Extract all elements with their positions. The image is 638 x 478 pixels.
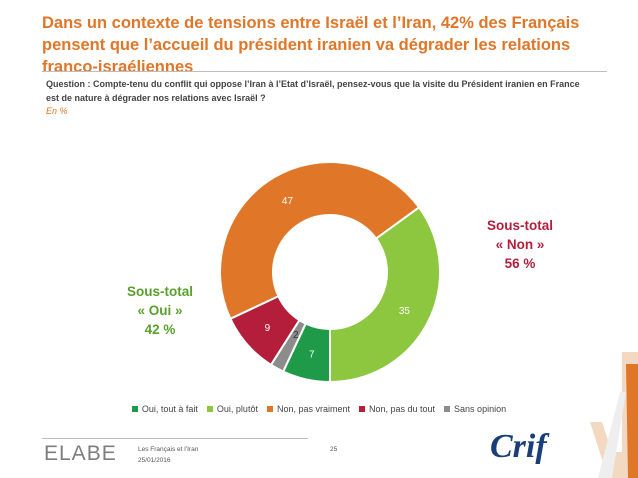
- slice-non-pas-vraiment: [219, 161, 421, 321]
- footer-date: 25/01/2016: [138, 457, 171, 464]
- legend-item-oui-plutot: Oui, plutôt: [206, 404, 258, 414]
- slice-oui-plutot: [329, 205, 441, 384]
- legend-label-oui-plutot: Oui, plutôt: [216, 404, 258, 414]
- subtotal-non-line2: « Non »: [495, 237, 545, 252]
- data-label-non-pas-du-tout: 9: [265, 323, 271, 334]
- subtotal-oui: Sous-total « Oui » 42 %: [100, 282, 220, 339]
- question-text: Question : Compte-tenu du conflit qui op…: [46, 79, 580, 103]
- legend-item-non-pas-du-tout: Non, pas du tout: [359, 404, 435, 414]
- title-divider: [42, 71, 607, 72]
- decorative-a-logo: [590, 352, 638, 478]
- legend-swatch-oui-plutot: [206, 406, 213, 412]
- legend-swatch-oui-tout-a-fait: [131, 406, 138, 412]
- slice-sans-opinion: [269, 318, 308, 373]
- legend-label-sans-opinion: Sans opinion: [454, 404, 507, 414]
- legend-label-oui-tout-a-fait: Oui, tout à fait: [141, 404, 198, 414]
- legend-swatch-non-pas-du-tout: [359, 406, 365, 412]
- legend-label-non-pas-vraiment: Non, pas vraiment: [276, 404, 350, 414]
- elabe-logo: ELABE: [44, 442, 117, 465]
- page-number: 25: [330, 446, 338, 453]
- legend-swatch-non-pas-vraiment: [266, 406, 273, 412]
- chart-legend: Oui, tout à fait Oui, plutôt Non, pas vrai…: [0, 404, 638, 414]
- data-label-non-pas-vraiment: 47: [282, 196, 294, 207]
- subtotal-oui-value: 42 %: [144, 322, 176, 337]
- unit-label: En %: [46, 106, 68, 116]
- subtotal-non-line1: Sous-total: [487, 218, 553, 233]
- footer-study: Les Français et l’Iran: [138, 446, 199, 453]
- footer-info: Les Français et l’Iran 25/01/2016: [138, 444, 198, 466]
- crif-logo: Crif: [490, 428, 547, 465]
- data-label-oui-tout-a-fait: 7: [309, 349, 315, 360]
- legend-label-non-pas-du-tout: Non, pas du tout: [369, 404, 436, 414]
- donut-chart: 7 35 47 9 2: [219, 161, 441, 384]
- data-label-sans-opinion: 2: [293, 330, 299, 341]
- footer-divider: [42, 438, 308, 439]
- data-label-oui-plutot: 35: [399, 306, 411, 317]
- subtotal-non-value: 56 %: [504, 256, 536, 271]
- legend-swatch-sans-opinion: [444, 406, 451, 412]
- subtotal-non: Sous-total « Non » 56 %: [460, 216, 580, 273]
- subtotal-oui-line2: « Oui »: [137, 303, 183, 318]
- legend-item-non-pas-vraiment: Non, pas vraiment: [266, 404, 350, 414]
- legend-item-oui-tout-a-fait: Oui, tout à fait: [131, 404, 198, 414]
- subtotal-oui-line1: Sous-total: [127, 284, 193, 299]
- legend-item-sans-opinion: Sans opinion: [444, 404, 506, 414]
